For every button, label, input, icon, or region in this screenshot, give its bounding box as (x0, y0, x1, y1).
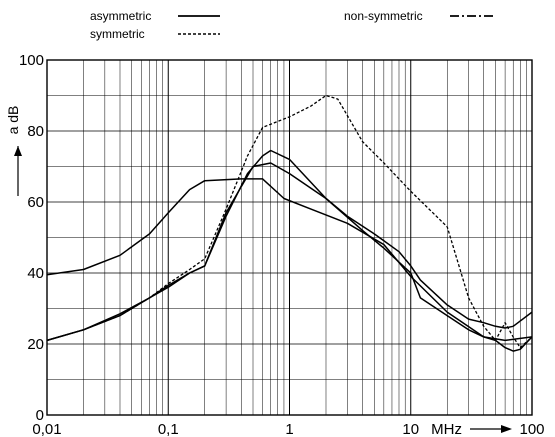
plot-frame (46, 59, 533, 416)
series-layer (46, 94, 533, 352)
y-axis-label: a dB (5, 106, 21, 135)
y-tick-label: 80 (27, 123, 44, 140)
legend-label-asymmetric: asymmetric (90, 9, 151, 23)
y-tick-label: 60 (27, 194, 44, 211)
x-tick-label: 100 (519, 421, 544, 437)
series-line-1-solid (46, 178, 533, 342)
x-axis-label: MHz (431, 421, 462, 437)
tick-labels: 0 20 40 60 80 100 0,01 0,1 1 10 100 (19, 52, 545, 437)
grid (47, 60, 532, 415)
x-tick-label: 0,01 (32, 421, 61, 437)
x-axis-arrow (470, 425, 512, 433)
y-tick-label: 20 (27, 336, 44, 353)
y-tick-label: 40 (27, 265, 44, 282)
legend: asymmetric symmetric non-symmetric (90, 9, 495, 41)
x-tick-label: 1 (285, 421, 293, 437)
legend-label-non-symmetric: non-symmetric (344, 9, 423, 23)
series-line-3-solid (46, 162, 533, 352)
y-tick-label: 0 (36, 407, 44, 424)
series-line-4-dotted (46, 94, 533, 349)
legend-label-symmetric: symmetric (90, 27, 145, 41)
x-tick-label: 10 (402, 421, 419, 437)
x-tick-label: 0,1 (158, 421, 179, 437)
y-axis-arrow (14, 146, 22, 196)
plot-border (46, 59, 533, 416)
y-tick-label: 100 (19, 52, 44, 69)
